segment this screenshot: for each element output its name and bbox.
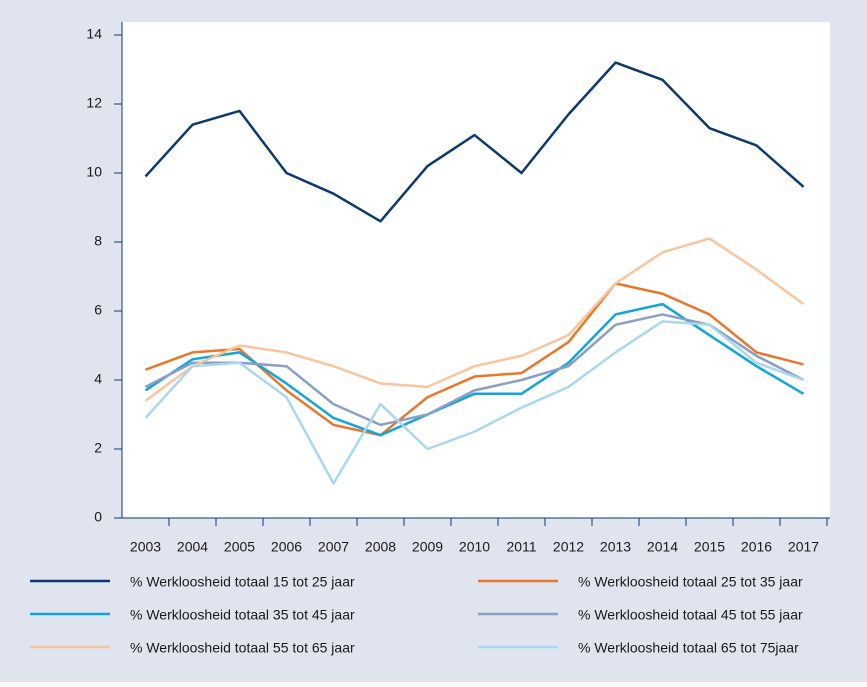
legend-label: % Werkloosheid totaal 35 tot 45 jaar [130,607,355,623]
y-tick-label: 4 [94,371,102,387]
legend-label: % Werkloosheid totaal 15 tot 25 jaar [130,574,355,590]
y-tick-label: 10 [86,164,102,180]
legend-label: % Werkloosheid totaal 65 tot 75jaar [578,640,799,656]
x-tick-label: 2006 [271,539,302,555]
series-line [144,313,805,427]
x-tick-label: 2013 [600,539,631,555]
x-tick-label: 2014 [647,539,678,555]
x-tick-label: 2005 [224,539,255,555]
plot-area [122,22,830,518]
y-tick-label: 8 [94,233,102,249]
series-line [144,61,805,223]
y-tick-label: 0 [94,509,102,525]
x-tick-label: 2015 [694,539,725,555]
x-tick-label: 2003 [130,539,161,555]
y-tick-label: 6 [94,302,102,318]
y-tick-label: 12 [86,95,102,111]
series-line [144,320,804,485]
y-tick-label: 14 [86,26,102,42]
x-tick-label: 2009 [412,539,443,555]
x-tick-label: 2008 [365,539,396,555]
x-tick-label: 2010 [459,539,490,555]
legend-label: % Werkloosheid totaal 45 tot 55 jaar [578,607,803,623]
x-tick-label: 2004 [177,539,208,555]
legend-label: % Werkloosheid totaal 25 tot 35 jaar [578,574,803,590]
x-tick-label: 2011 [506,539,536,555]
x-tick-label: 2007 [318,539,349,555]
legend-label: % Werkloosheid totaal 55 tot 65 jaar [130,640,355,656]
x-tick-label: 2012 [553,539,584,555]
y-tick-label: 2 [94,440,102,456]
x-tick-label: 2016 [741,539,772,555]
series-line [144,237,805,402]
x-tick-label: 2017 [788,539,819,555]
